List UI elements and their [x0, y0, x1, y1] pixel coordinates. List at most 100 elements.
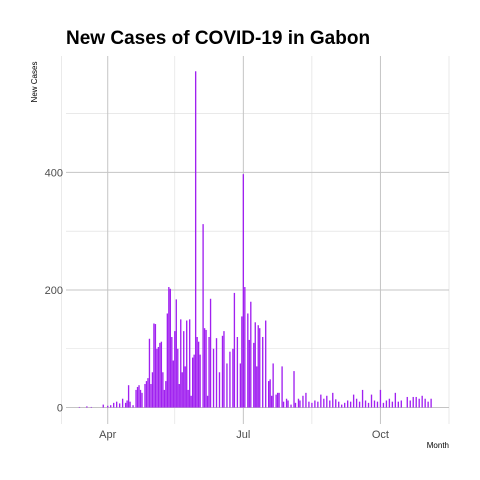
- bar: [107, 405, 109, 408]
- bar: [212, 348, 215, 408]
- bar: [254, 322, 256, 408]
- bar: [118, 403, 121, 408]
- bar: [397, 401, 400, 408]
- chart-title: New Cases of COVID-19 in Gabon: [66, 28, 370, 49]
- bar: [169, 288, 171, 408]
- x-tick-label: Oct: [372, 429, 389, 441]
- bar: [358, 401, 361, 408]
- bar: [244, 287, 246, 408]
- bar: [165, 381, 167, 408]
- bar: [268, 381, 270, 408]
- bar: [180, 319, 182, 408]
- y-axis-label: New Cases: [30, 62, 39, 103]
- bar: [156, 348, 158, 408]
- bar: [302, 395, 304, 408]
- bar: [346, 400, 349, 408]
- bar: [409, 400, 411, 408]
- bar: [151, 372, 154, 408]
- bar: [335, 399, 337, 408]
- bar: [269, 379, 271, 408]
- bar: [272, 363, 274, 408]
- bar: [239, 363, 242, 408]
- bar: [418, 398, 420, 408]
- bar: [332, 392, 334, 408]
- bar: [305, 392, 307, 408]
- bar: [361, 389, 364, 408]
- bar: [127, 385, 130, 408]
- bar: [282, 401, 285, 408]
- bar: [311, 402, 313, 408]
- bar: [293, 371, 295, 408]
- bar: [157, 346, 160, 408]
- y-tick-label: 200: [45, 285, 63, 297]
- bar: [317, 401, 319, 408]
- bar: [86, 406, 88, 408]
- bar: [132, 405, 134, 408]
- bar: [308, 401, 310, 408]
- bar: [256, 366, 258, 408]
- bar: [430, 398, 432, 408]
- bar: [379, 389, 382, 408]
- bar: [262, 336, 264, 408]
- bar: [250, 301, 252, 408]
- bar: [233, 292, 236, 408]
- bar: [406, 396, 408, 408]
- bar: [193, 354, 195, 408]
- bar: [427, 401, 429, 408]
- bar: [196, 336, 198, 408]
- bar: [232, 348, 234, 408]
- bar: [382, 402, 385, 408]
- bar: [209, 298, 212, 408]
- x-tick-label: Jul: [236, 429, 250, 441]
- bar: [352, 394, 355, 408]
- bar: [421, 395, 423, 408]
- bar: [338, 401, 340, 408]
- bar: [160, 341, 163, 408]
- bar: [297, 398, 300, 408]
- bar: [148, 338, 151, 408]
- bar: [259, 328, 261, 408]
- y-tick-labels: 0 200 400: [45, 167, 63, 414]
- bar: [208, 336, 210, 408]
- bar: [236, 336, 239, 408]
- bar: [138, 385, 140, 408]
- bar: [367, 402, 370, 408]
- bar: [355, 398, 358, 408]
- bar: [265, 320, 267, 408]
- chart-grid: [61, 56, 450, 424]
- bar: [287, 400, 289, 408]
- bar: [344, 402, 346, 408]
- bar: [320, 394, 322, 408]
- bar: [190, 395, 192, 408]
- bar: [181, 372, 183, 408]
- bar: [113, 402, 115, 408]
- bar: [218, 372, 221, 408]
- bar: [229, 351, 231, 408]
- bar: [270, 395, 273, 408]
- bar: [253, 342, 255, 408]
- bar: [281, 366, 283, 408]
- x-axis-label: Month: [427, 441, 449, 450]
- bar: [275, 394, 277, 408]
- bar: [166, 313, 169, 408]
- bar: [326, 395, 328, 408]
- bar: [241, 316, 243, 408]
- bar: [136, 386, 139, 408]
- x-tick-label: Apr: [99, 429, 116, 441]
- bar: [424, 398, 426, 408]
- bar: [141, 392, 143, 408]
- bar: [187, 389, 189, 408]
- bar: [175, 299, 177, 408]
- bar: [144, 384, 146, 408]
- bar: [349, 401, 352, 408]
- bar: [172, 360, 174, 408]
- bar: [242, 174, 245, 408]
- bar: [174, 331, 176, 408]
- bar: [154, 324, 157, 408]
- bar: [194, 71, 197, 408]
- bar: [183, 331, 185, 408]
- bar: [202, 224, 204, 408]
- bar: [177, 348, 179, 408]
- bar: [129, 401, 131, 408]
